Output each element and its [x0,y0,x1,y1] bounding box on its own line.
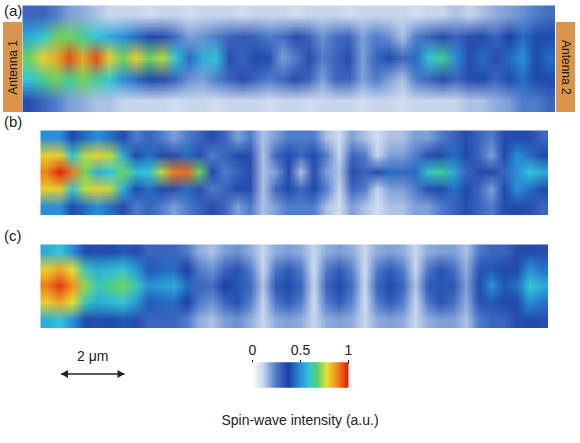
html-text:(c): (c) [4,227,22,244]
html-text:(b): (b) [4,113,23,130]
html-text:2 μm: 2 μm [77,348,109,364]
html-text:(a): (a) [4,2,23,19]
svg-text:1: 1 [345,343,353,358]
svg-text:0.5: 0.5 [291,343,311,358]
svg-text:0: 0 [249,343,257,358]
html-text:Antenna 1: Antenna 1 [5,39,20,95]
html-text:Antenna 2: Antenna 2 [558,39,573,95]
html-text:Spin-wave intensity (a.u.): Spin-wave intensity (a.u.) [221,412,379,428]
